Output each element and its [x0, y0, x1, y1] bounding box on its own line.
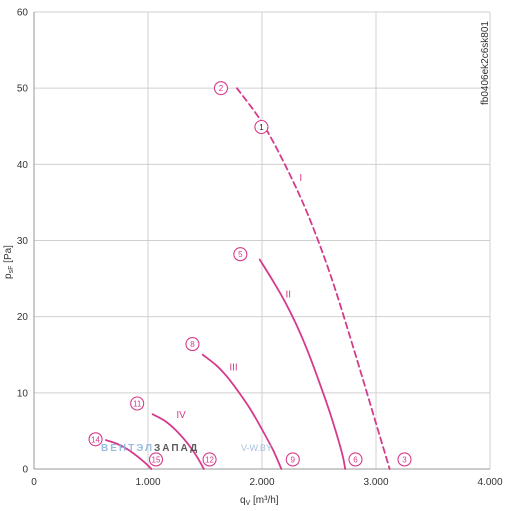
marker-circle	[130, 396, 145, 411]
marker-number: 8	[190, 340, 195, 349]
curve-label: I	[299, 173, 302, 184]
operating-point-marker: 1	[254, 119, 269, 135]
series-curve-ii	[258, 258, 347, 470]
marker-number: 2	[219, 84, 224, 93]
curve-label: II	[285, 290, 291, 301]
x-axis-label: qV [m³/h]	[240, 495, 279, 507]
operating-point-marker: 6	[348, 452, 363, 467]
marker-circle	[348, 452, 363, 467]
operating-point-marker: 5	[233, 247, 248, 262]
curve-label: III	[229, 363, 237, 374]
x-tick-label: 3.000	[363, 477, 388, 488]
x-axis-subscript: V	[246, 500, 251, 507]
marker-circle	[88, 432, 103, 447]
y-axis-unit: [Pa]	[3, 245, 14, 266]
tick-layer: 0 1.000 2.000 3.000 4.000 0 10 20 30 40 50 60	[17, 8, 503, 489]
marker-circle	[397, 452, 412, 467]
marker-number: 9	[291, 455, 296, 464]
x-tick-label: 2.000	[249, 477, 274, 488]
series-curve-iii	[201, 353, 283, 470]
operating-point-marker: 2	[213, 81, 229, 96]
y-tick-label: 20	[17, 312, 29, 323]
y-tick-label: 60	[17, 8, 29, 19]
chart-id-label: fb0406ek2c6sk801	[480, 21, 491, 105]
marker-number: 11	[133, 399, 142, 408]
marker-number: 12	[205, 455, 214, 464]
watermark-part-2: ЭЛ	[136, 443, 154, 454]
marker-circle	[148, 452, 164, 467]
watermark: ВЕНТЭЛЗАПАД V-W.BY	[101, 443, 272, 454]
operating-point-marker: 3	[397, 452, 412, 467]
marker-circle	[202, 452, 217, 467]
y-tick-label: 40	[17, 160, 29, 171]
x-axis-symbol: q	[240, 495, 246, 506]
marker-circle	[254, 119, 269, 135]
watermark-part-1: ВЕНТ	[101, 443, 136, 454]
x-tick-label: 1.000	[135, 477, 160, 488]
x-axis-unit: [m³/h]	[250, 495, 279, 506]
y-axis-symbol: p	[3, 273, 14, 279]
marker-number: 15	[152, 455, 161, 464]
watermark-url: V-W.BY	[241, 443, 272, 453]
operating-point-marker: 14	[88, 432, 103, 447]
operating-point-marker: 8	[185, 337, 200, 352]
y-axis-label: psF [Pa]	[3, 245, 15, 279]
y-tick-label: 10	[17, 388, 29, 399]
operating-point-marker: 12	[202, 452, 217, 467]
grid-layer	[33, 11, 491, 470]
watermark-part-3: ЗАПАД	[154, 443, 199, 454]
operating-point-marker: 15	[148, 452, 164, 467]
marker-circle	[185, 337, 200, 352]
marker-number: 14	[91, 435, 100, 444]
y-tick-label: 50	[17, 84, 29, 95]
x-tick-label: 4.000	[477, 477, 502, 488]
operating-point-marker: 9	[285, 452, 300, 467]
series-curve-unlabeled	[104, 439, 153, 470]
marker-number: 1	[259, 123, 264, 132]
operating-point-marker: 11	[130, 396, 145, 411]
marker-number: 5	[238, 250, 243, 259]
watermark-text: ВЕНТЭЛЗАПАД	[101, 443, 199, 454]
curve-label: IV	[176, 410, 186, 421]
series-curve-iv	[151, 413, 205, 470]
y-axis-subscript: sF	[8, 266, 15, 274]
marker-circle	[233, 247, 248, 262]
marker-number: 6	[353, 455, 358, 464]
y-tick-label: 30	[17, 236, 29, 247]
marker-circle	[213, 81, 229, 96]
marker-number: 3	[402, 455, 407, 464]
x-tick-label: 0	[31, 477, 37, 488]
marker-circle	[285, 452, 300, 467]
y-tick-label: 0	[22, 465, 28, 476]
